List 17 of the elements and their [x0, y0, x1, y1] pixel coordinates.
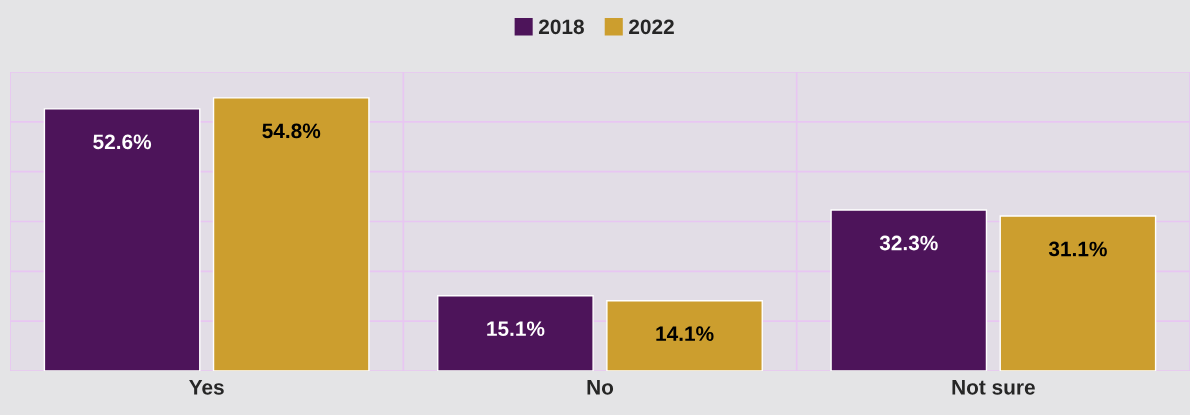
- bar: [830, 209, 988, 371]
- bar: [999, 215, 1157, 371]
- legend-label: 2022: [629, 19, 674, 35]
- data-label: 32.3%: [879, 235, 938, 251]
- x-tick-label: No: [587, 380, 614, 395]
- bar: [437, 295, 594, 371]
- bar: [606, 300, 763, 371]
- data-label: 15.1%: [487, 321, 545, 337]
- legend-label: 2018: [538, 19, 584, 35]
- data-label: 31.1%: [1048, 241, 1107, 257]
- x-tick-label: Not sure: [952, 380, 1035, 395]
- bar: [212, 97, 370, 371]
- data-label: 54.8%: [262, 123, 321, 139]
- data-label: 14.1%: [656, 326, 714, 342]
- bar: [43, 108, 201, 371]
- x-tick-label: Yes: [189, 380, 224, 395]
- data-label: 52.6%: [93, 134, 152, 150]
